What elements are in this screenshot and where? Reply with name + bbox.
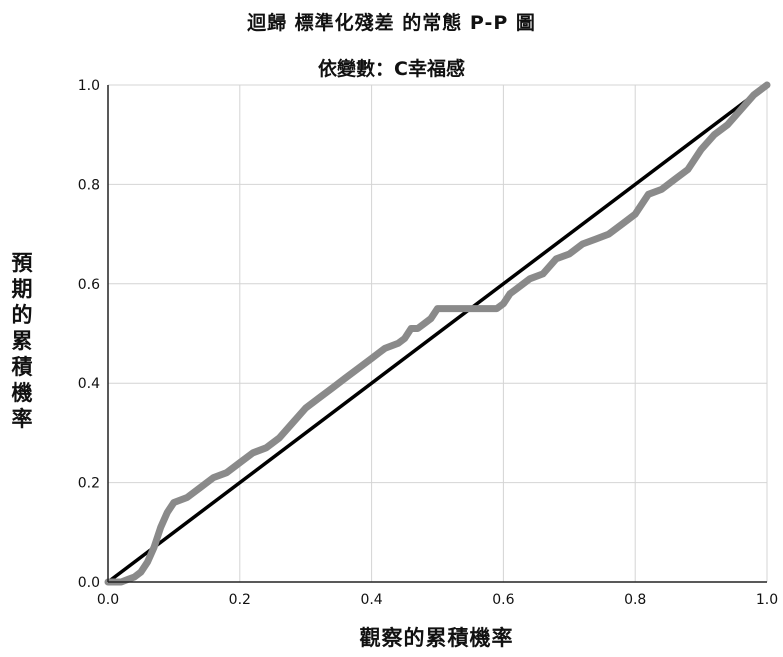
axes <box>107 85 767 583</box>
x-tick-label: 0.6 <box>492 592 514 608</box>
x-tick-label: 0.8 <box>624 592 646 608</box>
y-tick-label: 1.0 <box>78 78 100 94</box>
y-tick-label: 0.2 <box>78 476 100 492</box>
x-axis-label: 觀察的累積機率 <box>359 626 514 650</box>
y-tick-label: 0.8 <box>78 177 100 193</box>
grid <box>108 84 768 582</box>
y-tick-label: 0.6 <box>78 277 100 293</box>
y-axis-label: 預期的累積機率 <box>11 251 33 431</box>
chart-title: 迴歸 標準化殘差 的常態 P-P 圖 <box>247 12 536 34</box>
x-tick-label: 1.0 <box>756 592 778 608</box>
observed-pp-curve <box>104 81 771 586</box>
tick-labels: 0.0 0.2 0.4 0.6 0.8 1.0 0.0 0.2 0.4 0.6 0.8 1.0 <box>78 78 778 608</box>
reference-diagonal-line <box>106 83 769 584</box>
x-tick-label: 0.0 <box>97 592 119 608</box>
y-tick-label: 0.4 <box>78 376 100 392</box>
y-tick-label: 0.0 <box>78 575 100 591</box>
x-tick-label: 0.4 <box>360 592 382 608</box>
chart-subtitle: 依變數：C幸福感 <box>318 58 465 80</box>
observed-series <box>104 81 771 586</box>
x-tick-label: 0.2 <box>229 592 251 608</box>
reference-line <box>106 83 769 584</box>
